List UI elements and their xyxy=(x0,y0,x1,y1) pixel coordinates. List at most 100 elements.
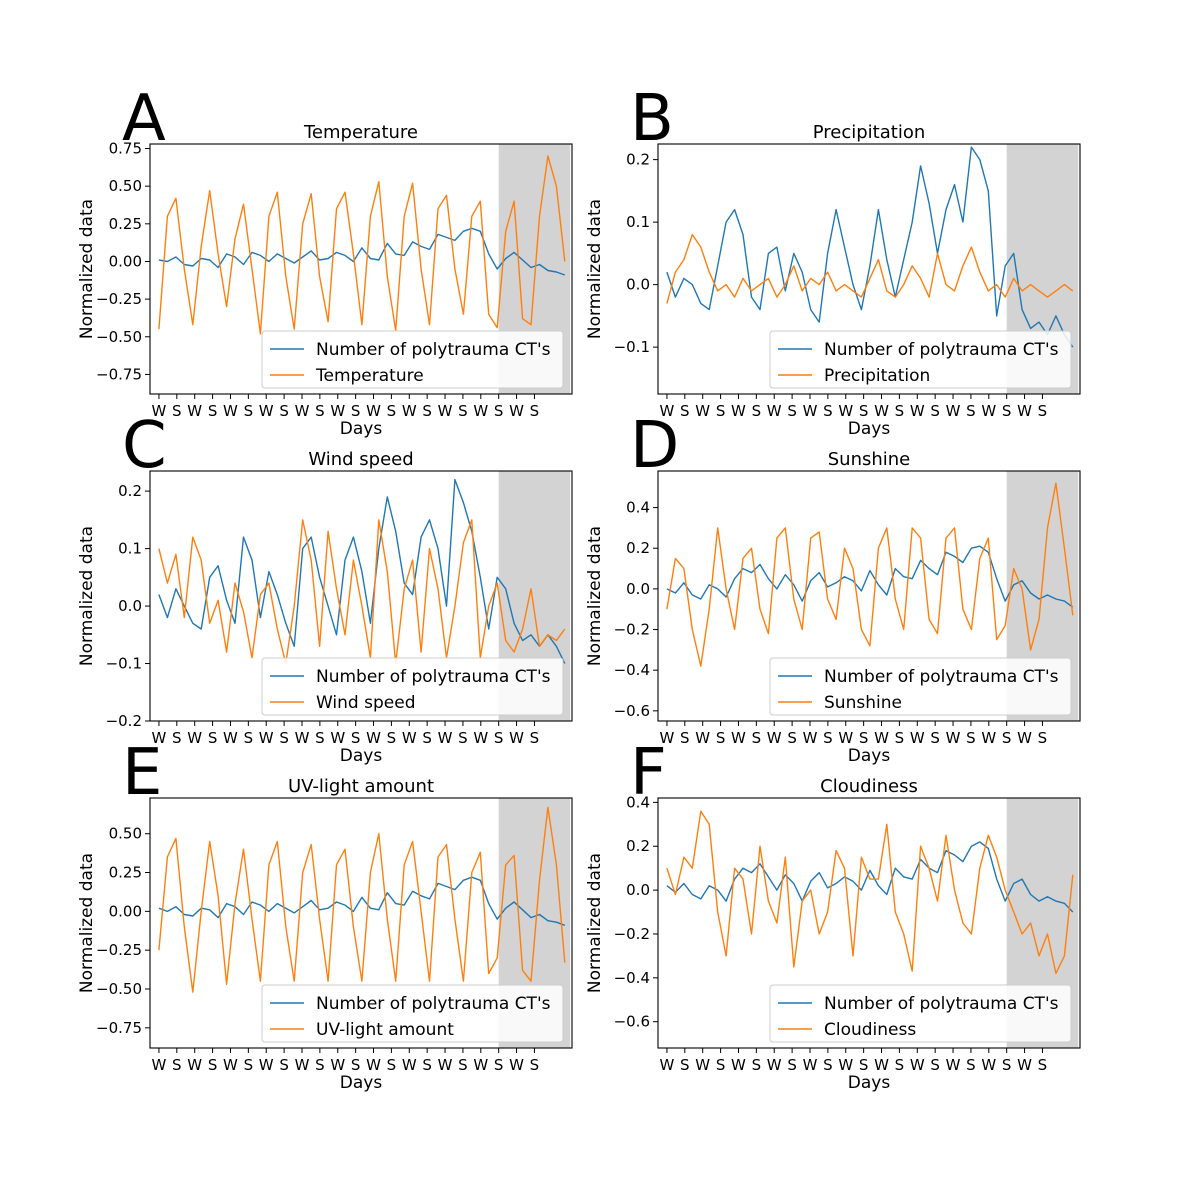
legend-label: Temperature xyxy=(315,366,424,386)
y-tick-label: −0.1 xyxy=(106,655,142,673)
chart-title: Temperature xyxy=(303,122,418,143)
y-tick-label: −0.6 xyxy=(614,702,650,720)
legend: Number of polytrauma CT's Sunshine xyxy=(769,657,1072,716)
y-tick-label: −0.2 xyxy=(614,621,650,639)
legend-box xyxy=(769,657,1072,716)
x-tick-label: W xyxy=(152,402,167,420)
y-tick-label: 0.2 xyxy=(626,151,650,169)
y-tick-label: 0.2 xyxy=(626,837,650,855)
y-tick-label: −0.2 xyxy=(106,712,142,730)
legend-label: Number of polytrauma CT's xyxy=(316,667,551,687)
weather-line xyxy=(158,519,566,665)
legend-box xyxy=(261,330,564,389)
x-tick-label: S xyxy=(966,402,976,420)
panel-a: −0.75−0.50−0.250.000.250.500.75W S W S W S W S W… xyxy=(77,82,573,439)
x-tick-label: W xyxy=(438,729,453,747)
x-tick-label: W xyxy=(152,729,167,747)
x-tick-label: S xyxy=(752,402,762,420)
x-tick-label: W xyxy=(187,1056,202,1074)
panel-f: −0.6−0.4−0.20.00.20.4W S W S W S W S W S W S W S W S W S W… xyxy=(585,736,1081,1093)
x-tick-label: S xyxy=(716,402,726,420)
x-tick-label: S xyxy=(351,729,361,747)
legend-label: UV-light amount xyxy=(316,1020,454,1040)
x-tick-label: W xyxy=(660,729,675,747)
x-tick-label: S xyxy=(895,1056,905,1074)
x-axis-label: Days xyxy=(340,419,383,439)
y-tick-label: 0.00 xyxy=(109,252,142,270)
x-tick-label: W xyxy=(767,729,782,747)
y-tick-label: −0.2 xyxy=(614,925,650,943)
x-tick-label: S xyxy=(530,402,540,420)
x-tick-label: S xyxy=(422,729,432,747)
weather-line xyxy=(666,482,1074,667)
x-tick-label: W xyxy=(803,402,818,420)
ct-count-line xyxy=(666,146,1074,348)
x-tick-label: S xyxy=(279,1056,289,1074)
x-tick-label: S xyxy=(315,729,325,747)
chart-title: Sunshine xyxy=(828,449,911,470)
legend-label: Cloudiness xyxy=(824,1020,916,1040)
x-tick-label: W xyxy=(838,402,853,420)
x-tick-label: S xyxy=(752,729,762,747)
x-tick-label: W xyxy=(295,1056,310,1074)
x-axis-label: Days xyxy=(848,419,891,439)
plot-area xyxy=(666,146,1074,348)
y-axis-label: Normalized data xyxy=(585,199,605,339)
y-tick-label: −0.75 xyxy=(96,1019,142,1037)
x-tick-label: S xyxy=(1002,1056,1012,1074)
y-tick-label: 0.00 xyxy=(109,902,142,920)
x-tick-label: W xyxy=(874,402,889,420)
x-tick-label: W xyxy=(295,402,310,420)
chart-title: Precipitation xyxy=(813,122,926,143)
x-tick-label: W xyxy=(223,402,238,420)
x-tick-label: S xyxy=(172,1056,182,1074)
y-tick-label: 0.0 xyxy=(626,276,650,294)
x-tick-label: W xyxy=(981,402,996,420)
x-tick-label: S xyxy=(244,402,254,420)
x-tick-label: S xyxy=(351,1056,361,1074)
chart-title: Cloudiness xyxy=(820,776,918,797)
x-tick-label: W xyxy=(731,402,746,420)
x-tick-label: S xyxy=(859,402,869,420)
x-tick-label: W xyxy=(1017,729,1032,747)
x-tick-label: S xyxy=(1002,402,1012,420)
x-tick-label: W xyxy=(695,729,710,747)
x-tick-label: S xyxy=(387,1056,397,1074)
x-tick-label: S xyxy=(716,1056,726,1074)
x-tick-label: W xyxy=(509,1056,524,1074)
x-tick-label: S xyxy=(494,1056,504,1074)
x-tick-label: W xyxy=(946,1056,961,1074)
x-tick-label: S xyxy=(895,402,905,420)
x-tick-label: S xyxy=(859,1056,869,1074)
x-axis-label: Days xyxy=(848,1073,891,1093)
y-tick-label: 0.4 xyxy=(626,793,650,811)
panel-d: −0.6−0.4−0.20.00.20.4W S W S W S W S W S W S W S W S W S W… xyxy=(585,409,1081,766)
y-tick-label: −0.50 xyxy=(96,328,142,346)
x-tick-label: W xyxy=(330,1056,345,1074)
x-tick-label: W xyxy=(402,1056,417,1074)
x-tick-label: S xyxy=(966,729,976,747)
x-tick-label: S xyxy=(1038,729,1048,747)
x-tick-label: S xyxy=(458,729,468,747)
plot-area xyxy=(666,482,1074,667)
legend-label: Wind speed xyxy=(316,693,416,713)
ct-count-line xyxy=(666,545,1074,608)
x-tick-label: S xyxy=(530,729,540,747)
axes-frame xyxy=(657,470,1081,722)
x-tick-label: W xyxy=(152,1056,167,1074)
axes-frame xyxy=(149,797,573,1049)
chart-title: UV-light amount xyxy=(288,776,434,797)
x-tick-label: W xyxy=(981,729,996,747)
x-tick-label: S xyxy=(787,729,797,747)
x-tick-label: S xyxy=(752,1056,762,1074)
x-tick-label: W xyxy=(223,1056,238,1074)
x-tick-label: W xyxy=(695,1056,710,1074)
x-tick-label: S xyxy=(823,729,833,747)
x-tick-label: W xyxy=(874,1056,889,1074)
x-tick-label: S xyxy=(172,402,182,420)
x-tick-label: S xyxy=(1038,1056,1048,1074)
x-tick-label: S xyxy=(716,729,726,747)
weather-line xyxy=(158,806,566,993)
y-axis-label: Normalized data xyxy=(585,853,605,993)
